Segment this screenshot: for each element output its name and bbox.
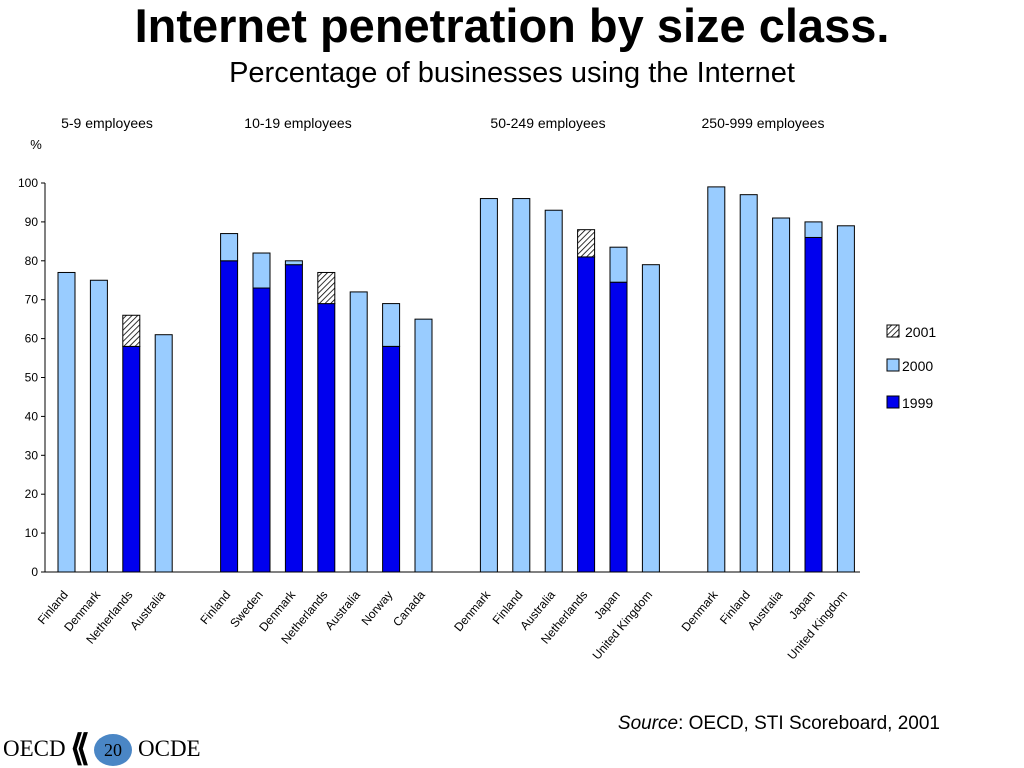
bar-2000 (220, 233, 239, 262)
bar-1999 (220, 260, 239, 573)
bar-2000 (349, 291, 368, 573)
bar-2000 (252, 252, 271, 289)
bar-2001 (577, 229, 596, 258)
bar-2000 (772, 217, 791, 573)
slide-title: Internet penetration by size class. (134, 0, 890, 52)
y-tick-label: 0 (31, 565, 38, 579)
bar-chart: 0102030405060708090100%FinlandDenmarkNet… (18, 115, 936, 662)
y-tick-label: 90 (25, 215, 39, 229)
bar-2000 (284, 260, 303, 266)
bar-2000 (89, 279, 108, 573)
bar-2001 (317, 271, 336, 305)
bar-2000 (154, 334, 173, 573)
source-note: Source: OECD, STI Scoreboard, 2001 (618, 713, 940, 735)
bar-2000 (479, 198, 498, 573)
x-category-label: Australia (745, 588, 786, 633)
logo-mark-icon: ⟪ (70, 728, 91, 768)
x-category-label: Denmark (451, 587, 494, 634)
legend-swatch-2000 (886, 358, 900, 372)
legend-label: 2000 (902, 358, 933, 374)
bar-2000 (707, 186, 726, 573)
y-tick-label: 30 (25, 448, 39, 462)
y-tick-label: 10 (25, 526, 39, 540)
page-number: 20 (94, 734, 132, 766)
bar-2000 (544, 209, 563, 573)
bar-2000 (836, 225, 855, 573)
x-category-label: Japan (591, 588, 623, 622)
bar-1999 (317, 303, 336, 573)
x-category-label: Canada (390, 588, 428, 629)
bar-2000 (512, 198, 531, 573)
bar-1999 (122, 345, 141, 573)
bar-2000 (414, 318, 433, 573)
source-text: : OECD, STI Scoreboard, 2001 (678, 713, 940, 734)
bar-2000 (641, 264, 660, 573)
source-label: Source (617, 713, 679, 734)
y-tick-label: 50 (25, 371, 39, 385)
bar-2000 (57, 271, 76, 573)
bar-1999 (609, 281, 628, 573)
bar-1999 (577, 256, 596, 573)
logo-text-left: OECD (3, 736, 66, 761)
x-category-label: Japan (786, 588, 818, 622)
y-tick-label: 80 (25, 254, 39, 268)
x-category-label: United Kingdom (590, 588, 656, 662)
bar-2000 (609, 246, 628, 283)
legend-label: 2001 (905, 324, 936, 340)
group-header: 10-19 employees (244, 115, 351, 131)
legend-swatch-2001 (886, 324, 900, 338)
bar-1999 (382, 345, 401, 573)
bar-2001 (122, 314, 141, 347)
x-category-label: Australia (322, 588, 363, 633)
bar-1999 (252, 287, 271, 573)
legend-swatch-1999 (886, 395, 900, 409)
group-header: 5-9 employees (61, 115, 153, 131)
x-category-label: Australia (127, 588, 168, 633)
group-header: 250-999 employees (702, 115, 825, 131)
x-category-label: Denmark (679, 587, 722, 634)
y-tick-label: 40 (25, 409, 39, 423)
bar-2000 (739, 194, 758, 573)
legend-label: 1999 (902, 395, 933, 411)
y-tick-label: 100 (18, 176, 38, 190)
x-category-label: Norway (359, 588, 396, 628)
bar-2000 (804, 221, 823, 238)
logo-text-right: OCDE (138, 736, 201, 761)
y-tick-label: 60 (25, 332, 39, 346)
slide-subtitle: Percentage of businesses using the Inter… (229, 57, 795, 89)
y-tick-label: 20 (25, 487, 39, 501)
y-axis-unit: % (30, 137, 42, 152)
bar-1999 (804, 236, 823, 573)
x-category-label: United Kingdom (785, 588, 851, 662)
oecd-logo: OECD ⟪ 20 OCDE (0, 728, 220, 768)
bar-2000 (382, 303, 401, 347)
group-header: 50-249 employees (490, 115, 605, 131)
bar-1999 (284, 264, 303, 573)
y-tick-label: 70 (25, 293, 39, 307)
